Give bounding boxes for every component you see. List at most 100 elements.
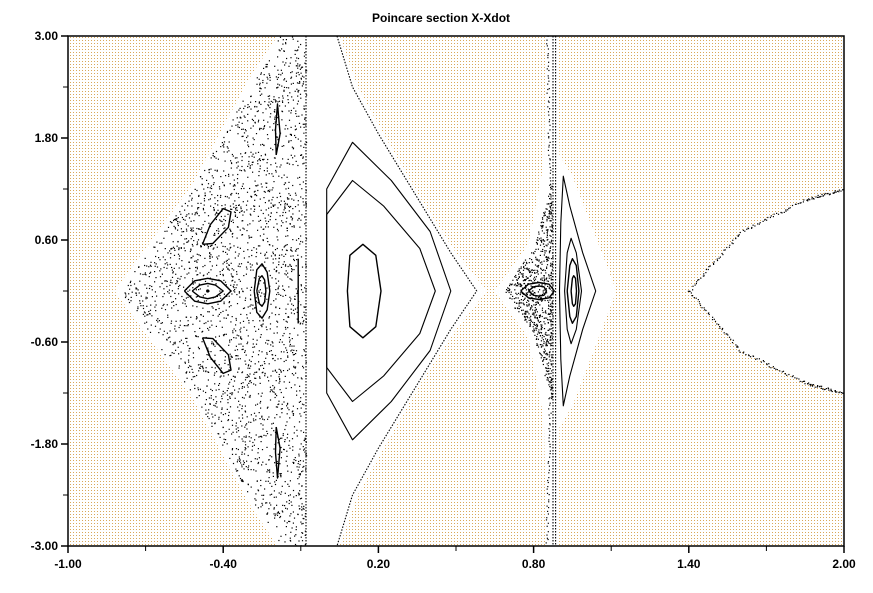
- chaos-dot: [540, 239, 542, 242]
- chaos-dot: [130, 284, 132, 287]
- chaos-dot: [238, 475, 240, 477]
- chaos-dot: [197, 239, 200, 241]
- chaos-dot: [547, 259, 549, 262]
- chaos-dot: [526, 315, 528, 318]
- chaos-dot: [293, 432, 295, 434]
- boundary-dot: [548, 69, 550, 72]
- chaos-dot: [260, 506, 262, 508]
- chaos-dot: [209, 261, 211, 263]
- chaos-dot: [221, 395, 223, 397]
- chaos-dot: [262, 428, 264, 430]
- chaos-dot: [232, 462, 235, 465]
- chaos-dot: [169, 250, 171, 252]
- chaos-dot: [535, 303, 537, 305]
- chaos-dot: [250, 95, 252, 97]
- chaos-dot: [130, 296, 132, 298]
- chaos-dot: [268, 173, 270, 175]
- chaos-dot: [296, 115, 298, 117]
- chaos-dot: [289, 539, 291, 542]
- chaos-dot: [535, 317, 537, 319]
- chaos-dot: [241, 466, 243, 468]
- chaos-dot: [188, 354, 190, 356]
- chaos-dot: [287, 303, 289, 305]
- chaos-dot: [529, 271, 531, 274]
- chaos-dot: [169, 341, 171, 343]
- chaos-dot: [276, 395, 278, 397]
- chaos-dot: [219, 295, 221, 297]
- chaos-dot: [251, 254, 253, 257]
- chaos-dot: [306, 70, 308, 72]
- chaos-dot: [534, 264, 537, 266]
- boundary-dot: [550, 194, 552, 196]
- chaos-dot: [541, 315, 543, 318]
- chaos-dot: [239, 460, 241, 462]
- chaos-dot: [235, 209, 237, 211]
- chaos-dot: [282, 370, 285, 372]
- chaos-dot: [148, 266, 150, 268]
- chaos-dot: [276, 247, 278, 250]
- chaos-dot: [212, 248, 214, 250]
- chaos-dot: [247, 469, 249, 471]
- chaos-dot: [303, 350, 306, 352]
- chaos-dot: [209, 403, 211, 405]
- chaos-dot: [542, 363, 544, 366]
- chaos-dot: [546, 259, 548, 261]
- chaos-dot: [183, 231, 185, 233]
- chaos-dot: [262, 498, 264, 500]
- chaos-dot: [267, 480, 269, 482]
- chaos-dot: [222, 414, 224, 416]
- chaos-dot: [289, 92, 291, 94]
- chaos-dot: [241, 396, 244, 399]
- boundary-dot: [800, 202, 802, 204]
- boundary-dot: [752, 355, 755, 357]
- chaos-dot: [292, 489, 295, 492]
- chaos-dot: [237, 265, 239, 267]
- chaos-dot: [204, 194, 206, 196]
- chaos-dot: [536, 269, 538, 271]
- boundary-dot: [550, 360, 552, 362]
- chaos-dot: [285, 188, 287, 190]
- chaos-dot: [232, 332, 234, 334]
- chaos-dot: [206, 179, 208, 181]
- boundary-dot: [834, 191, 836, 193]
- chaos-dot: [226, 259, 228, 261]
- chaos-dot: [191, 257, 193, 259]
- chaos-dot: [250, 486, 252, 488]
- boundary-dot: [549, 108, 551, 110]
- chaos-dot: [286, 321, 288, 323]
- chaos-dot: [534, 250, 536, 253]
- chaos-dot: [247, 306, 249, 308]
- chaos-dot: [510, 293, 512, 296]
- boundary-dot: [827, 388, 830, 390]
- chaos-dot: [549, 339, 551, 341]
- chaos-dot: [237, 355, 239, 357]
- chaos-dot: [222, 245, 224, 247]
- boundary-dot: [549, 446, 551, 448]
- chaos-dot: [297, 463, 299, 465]
- chaos-dot: [175, 218, 177, 220]
- chaos-dot: [219, 290, 221, 292]
- chaos-dot: [279, 339, 281, 341]
- chaos-dot: [541, 263, 543, 265]
- chaos-dot: [225, 439, 227, 441]
- chaos-dot: [201, 341, 203, 343]
- boundary-dot: [803, 380, 805, 382]
- chaos-dot: [298, 421, 301, 423]
- chaos-dot: [250, 304, 252, 306]
- chaos-dot: [250, 294, 252, 296]
- chaos-dot: [245, 444, 247, 446]
- chaos-dot: [548, 277, 550, 279]
- chaos-dot: [536, 338, 538, 340]
- chaos-dot: [526, 267, 528, 269]
- chaos-dot: [165, 280, 167, 282]
- chaos-dot: [281, 341, 283, 343]
- chaos-dot: [536, 323, 538, 325]
- chaos-dot: [277, 403, 279, 406]
- chaos-dot: [185, 305, 187, 307]
- chaos-dot: [297, 91, 299, 93]
- chaos-dot: [276, 236, 278, 238]
- chaos-dot: [294, 295, 296, 297]
- chaos-dot: [242, 480, 244, 482]
- chaos-dot: [515, 276, 517, 278]
- chaos-dot: [256, 339, 258, 341]
